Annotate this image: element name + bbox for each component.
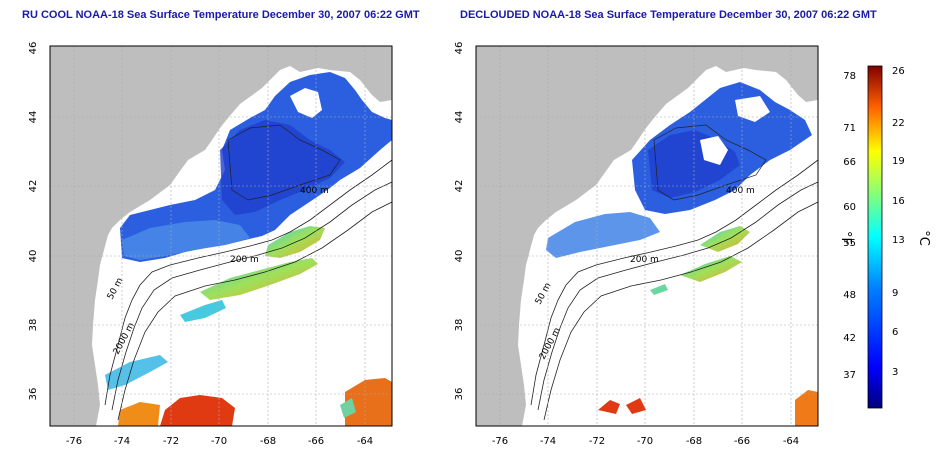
celsius-unit-label: °C (916, 230, 931, 246)
nearshore-light-water (546, 212, 660, 258)
x-tick-label: -72 (589, 436, 605, 447)
y-tick-label: 40 (28, 250, 39, 263)
x-tick-label: -70 (637, 436, 653, 447)
y-axis-ticks: 46 44 42 40 38 36 (454, 42, 465, 401)
y-tick-label: 44 (28, 111, 39, 124)
warm-filament (200, 258, 318, 300)
y-tick-label: 40 (454, 250, 465, 263)
cloud-hole (735, 96, 770, 122)
fahrenheit-tick: 48 (843, 290, 856, 301)
fahrenheit-tick: 37 (843, 370, 856, 381)
x-tick-label: -64 (357, 436, 373, 447)
contour-label: 200 m (630, 255, 659, 265)
contour-2000m (117, 201, 393, 421)
gulf-stream-red-patch (160, 395, 235, 426)
celsius-tick: 9 (892, 288, 898, 299)
graticule (476, 46, 818, 426)
contour-label: 200 m (230, 255, 259, 265)
nearshore-light-water (122, 220, 250, 260)
celsius-tick: 26 (892, 66, 905, 77)
warm-patch-east (795, 390, 818, 426)
celsius-tick: 16 (892, 196, 905, 207)
fahrenheit-unit-label: °F (838, 231, 853, 245)
x-tick-label: -76 (66, 436, 82, 447)
fahrenheit-ticks: 78 71 66 60 55 48 42 37 (843, 71, 856, 381)
x-tick-label: -68 (686, 436, 702, 447)
land-mass (50, 46, 392, 426)
fahrenheit-tick: 66 (843, 157, 856, 168)
y-tick-label: 42 (454, 180, 465, 193)
x-tick-label: -70 (211, 436, 227, 447)
celsius-tick: 13 (892, 235, 905, 246)
contour-inner-gulf-of-maine (653, 124, 767, 201)
y-tick-label: 38 (28, 319, 39, 332)
cloud-hole (290, 88, 322, 118)
y-tick-label: 42 (28, 180, 39, 193)
contour-2000m (543, 201, 819, 421)
contour-label: 400 m (300, 186, 329, 196)
gulf-stream-filament (700, 226, 750, 252)
x-tick-label: -76 (492, 436, 508, 447)
contour-label: 400 m (726, 186, 755, 196)
temperature-colorbar: 78 71 66 60 55 48 42 37 26 22 19 16 13 9… (838, 65, 931, 409)
celsius-tick: 6 (892, 327, 898, 338)
x-axis-ticks: -76 -74 -72 -70 -68 -66 -64 (492, 436, 799, 447)
warm-filament-2 (180, 300, 226, 322)
y-tick-label: 36 (454, 388, 465, 401)
warm-filament (680, 256, 742, 282)
celsius-tick: 19 (892, 156, 905, 167)
left-map-panel: 400 m 200 m 50 m 2000 m -76 -74 -72 -70 … (28, 42, 393, 447)
x-tick-label: -64 (783, 436, 799, 447)
contour-50m (104, 159, 393, 406)
contour-200m (111, 181, 393, 411)
left-panel-title: RU COOL NOAA-18 Sea Surface Temperature … (22, 9, 420, 21)
warm-patch (105, 355, 168, 390)
x-tick-label: -72 (163, 436, 179, 447)
y-axis-ticks: 46 44 42 40 38 36 (28, 42, 39, 401)
fahrenheit-tick: 42 (843, 333, 856, 344)
y-tick-label: 36 (28, 388, 39, 401)
x-tick-label: -66 (734, 436, 750, 447)
x-axis-ticks: -76 -74 -72 -70 -68 -66 -64 (66, 436, 373, 447)
right-panel-title: DECLOUDED NOAA-18 Sea Surface Temperatur… (460, 9, 877, 21)
warm-patch-east-teal (340, 398, 356, 418)
warm-patch-east (345, 378, 392, 426)
y-tick-label: 46 (28, 42, 39, 55)
gulf-stream-red-patch (598, 398, 646, 414)
right-map-panel: 400 m 200 m 50 m 2000 m -76 -74 -72 -70 … (454, 42, 819, 447)
fahrenheit-tick: 71 (843, 123, 856, 134)
celsius-ticks: 26 22 19 16 13 9 6 3 (892, 66, 905, 378)
land-mass (476, 46, 818, 426)
x-tick-label: -74 (114, 436, 130, 447)
map-frame (49, 45, 393, 427)
contour-200m (537, 181, 819, 411)
y-tick-label: 46 (454, 42, 465, 55)
warm-filament-2 (650, 284, 668, 295)
celsius-tick: 3 (892, 367, 898, 378)
colorbar-gradient (867, 65, 883, 409)
y-tick-label: 38 (454, 319, 465, 332)
fahrenheit-tick: 78 (843, 71, 856, 82)
celsius-tick: 22 (892, 118, 905, 129)
contour-50m (530, 159, 819, 406)
y-tick-label: 44 (454, 111, 465, 124)
map-frame (475, 45, 819, 427)
x-tick-label: -68 (260, 436, 276, 447)
cloud-hole (700, 136, 728, 165)
x-tick-label: -74 (540, 436, 556, 447)
contour-inner-gulf-of-maine (227, 124, 341, 201)
shelf-cold-water-dark (220, 120, 345, 215)
gulf-stream-orange-patch (118, 402, 160, 426)
fahrenheit-tick: 60 (843, 202, 856, 213)
graticule (50, 46, 392, 426)
fahrenheit-tick: 55 (843, 238, 856, 249)
x-tick-label: -66 (308, 436, 324, 447)
